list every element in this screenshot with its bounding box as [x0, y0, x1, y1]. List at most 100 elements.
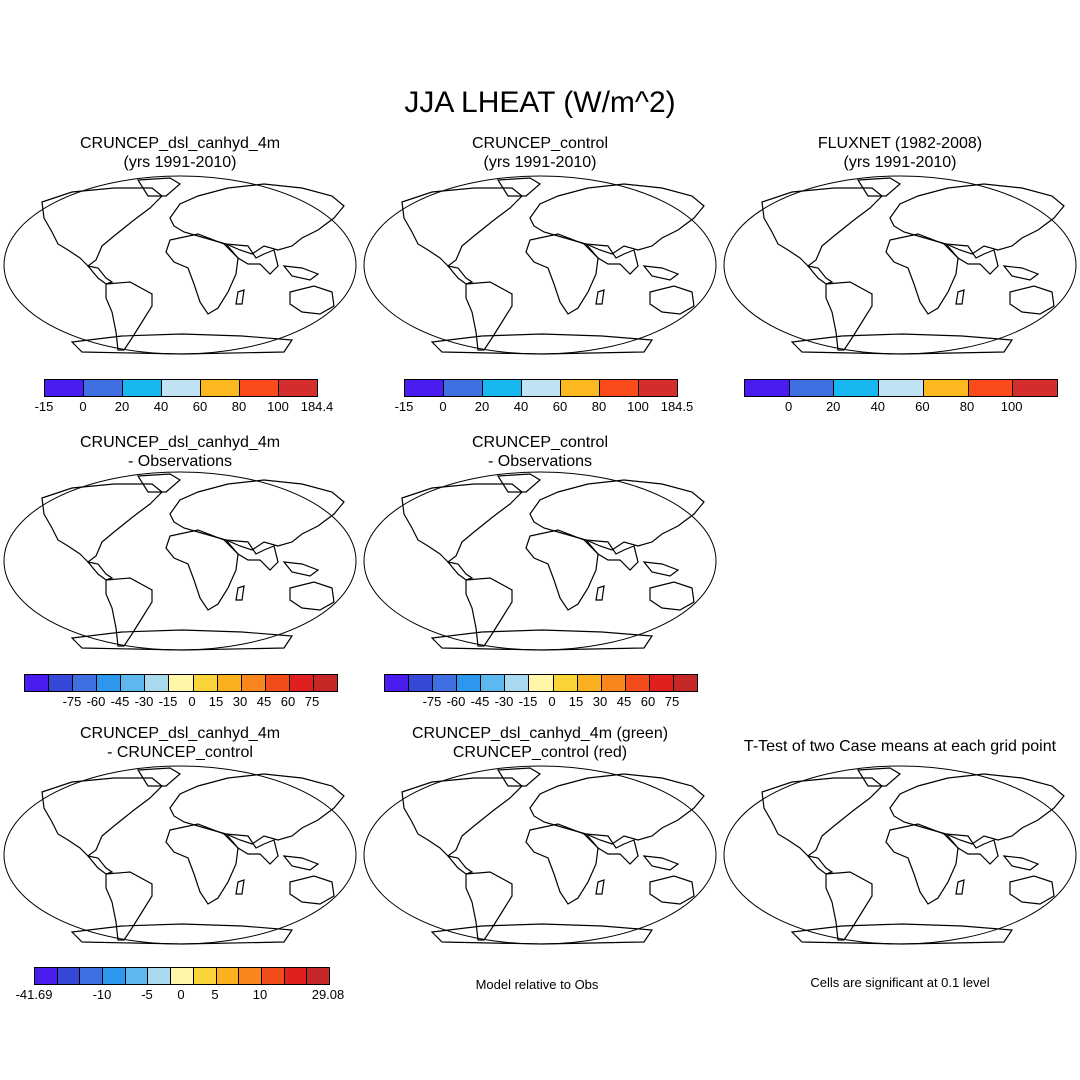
colorbar-labels: -75 -60 -45 -30 -15 0 15 30 45 60 75 [384, 694, 696, 710]
colorbar-tick-label: 20 [114, 399, 130, 414]
colorbar [744, 379, 1058, 397]
colorbar-tick-label: -60 [86, 694, 106, 709]
colorbar-tick-label: -10 [92, 987, 112, 1002]
colorbar [384, 674, 698, 692]
model-relative-note: Model relative to Obs [475, 977, 599, 992]
colorbar-swatch [385, 675, 410, 691]
colorbar-labels: -75 -60 -45 -30 -15 0 15 30 45 60 75 [24, 694, 336, 710]
colorbar-swatch [522, 380, 561, 396]
colorbar-swatch [103, 968, 126, 984]
colorbar-labels: -15 0 20 40 60 80 100 184.5 [395, 399, 694, 415]
colorbar-tick-label: -30 [494, 694, 514, 709]
panel-title: CRUNCEP_dsl_canhyd_4m (yrs 1991-2010) [79, 135, 281, 171]
colorbar-tick-label: 60 [192, 399, 208, 414]
colorbar-swatch [745, 380, 790, 396]
colorbar-tick-label: 40 [870, 399, 886, 414]
colorbar-tick-label: 80 [231, 399, 247, 414]
colorbar-tick-label: -75 [422, 694, 442, 709]
colorbar-swatch [45, 380, 84, 396]
colorbar-swatch [879, 380, 924, 396]
colorbar-swatch [529, 675, 554, 691]
colorbar-tick-label: 0 [439, 399, 447, 414]
colorbar-swatch [35, 968, 58, 984]
world-map-icon [363, 471, 717, 651]
colorbar-swatch [625, 675, 650, 691]
colorbar-tick-label: 0 [784, 399, 793, 414]
colorbar [404, 379, 678, 397]
colorbar-tick-label: 15 [208, 694, 224, 709]
colorbar-tick-label: -45 [470, 694, 490, 709]
panel-title: FLUXNET (1982-2008) (yrs 1991-2010) [817, 135, 983, 171]
colorbar-swatch [84, 380, 123, 396]
colorbar-swatch [577, 675, 602, 691]
colorbar-swatch [49, 675, 74, 691]
colorbar-labels: -15 0 20 40 60 80 100 184.4 [35, 399, 334, 415]
panel-title: CRUNCEP_dsl_canhyd_4m - CRUNCEP_control [79, 725, 281, 761]
colorbar-tick-label: -15 [518, 694, 538, 709]
colorbar-tick-label: 29.08 [311, 987, 345, 1002]
colorbar-swatch [505, 675, 530, 691]
colorbar-tick-label: 75 [664, 694, 680, 709]
colorbar-swatch [240, 380, 279, 396]
colorbar-swatch [265, 675, 290, 691]
colorbar-tick-label: -45 [110, 694, 130, 709]
map-panel [722, 174, 1078, 356]
colorbar-swatch [409, 675, 434, 691]
colorbar-swatch [600, 380, 639, 396]
colorbar-swatch [57, 968, 81, 984]
map-panel [2, 470, 358, 652]
map-panel [362, 764, 718, 946]
colorbar-swatch [601, 675, 626, 691]
colorbar-swatch [125, 968, 149, 984]
colorbar-swatch [457, 675, 482, 691]
colorbar-swatch [433, 675, 458, 691]
colorbar-tick-label: -15 [34, 399, 54, 414]
colorbar-swatch [553, 675, 578, 691]
colorbar-swatch [123, 380, 162, 396]
colorbar-tick-label: 15 [568, 694, 584, 709]
colorbar-tick-label: 30 [592, 694, 608, 709]
colorbar-tick-label: 45 [256, 694, 272, 709]
world-map-icon [363, 765, 717, 945]
colorbar-swatch [121, 675, 146, 691]
map-panel [2, 174, 358, 356]
colorbar-swatch [483, 380, 522, 396]
colorbar-swatch [279, 380, 317, 396]
world-map-icon [363, 175, 717, 355]
world-map-icon [723, 175, 1077, 355]
map-panel [362, 470, 718, 652]
colorbar-tick-label: 75 [304, 694, 320, 709]
colorbar-swatch [261, 968, 285, 984]
colorbar-tick-label: 60 [552, 399, 568, 414]
colorbar-swatch [639, 380, 677, 396]
colorbar-tick-label: 20 [825, 399, 841, 414]
colorbar-swatch [789, 380, 835, 396]
colorbar-tick-label: 80 [959, 399, 975, 414]
colorbar-tick-label: -5 [141, 987, 153, 1002]
colorbar-tick-label: -15 [158, 694, 178, 709]
colorbar-tick-label: 100 [267, 399, 289, 414]
colorbar-swatch [307, 968, 329, 984]
panel-title: CRUNCEP_control - Observations [471, 434, 609, 470]
colorbar-swatch [649, 675, 674, 691]
colorbar-tick-label: 10 [252, 987, 268, 1002]
map-panel [722, 764, 1078, 946]
colorbar-swatch [216, 968, 240, 984]
colorbar-tick-label: -60 [446, 694, 466, 709]
figure-title: JJA LHEAT (W/m^2) [404, 86, 676, 119]
colorbar-swatch [968, 380, 1014, 396]
colorbar-tick-label: 0 [177, 987, 185, 1002]
colorbar-swatch [313, 675, 338, 691]
colorbar-tick-label: 0 [548, 694, 556, 709]
colorbar-swatch [145, 675, 170, 691]
colorbar [44, 379, 318, 397]
colorbar-tick-label: 184.4 [300, 399, 334, 414]
colorbar-tick-label: 60 [640, 694, 656, 709]
colorbar-swatch [97, 675, 122, 691]
colorbar-tick-label: 20 [474, 399, 490, 414]
colorbar-swatch [80, 968, 104, 984]
colorbar-swatch [405, 380, 444, 396]
colorbar-tick-label: -75 [62, 694, 82, 709]
colorbar [24, 674, 338, 692]
colorbar-tick-label: 60 [280, 694, 296, 709]
